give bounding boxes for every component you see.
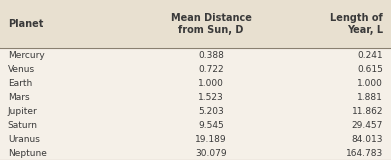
- Text: Saturn: Saturn: [8, 120, 38, 129]
- Text: 0.615: 0.615: [357, 64, 383, 73]
- Text: 84.013: 84.013: [352, 135, 383, 144]
- Text: Uranus: Uranus: [8, 135, 40, 144]
- Text: 1.000: 1.000: [357, 79, 383, 88]
- Text: Neptune: Neptune: [8, 148, 47, 157]
- Text: Jupiter: Jupiter: [8, 107, 38, 116]
- Text: 9.545: 9.545: [198, 120, 224, 129]
- Text: 29.457: 29.457: [352, 120, 383, 129]
- Text: Mean Distance
from Sun, D: Mean Distance from Sun, D: [171, 13, 251, 35]
- Text: 5.203: 5.203: [198, 107, 224, 116]
- Text: Planet: Planet: [8, 19, 43, 29]
- Text: Mars: Mars: [8, 92, 29, 101]
- Text: 0.722: 0.722: [198, 64, 224, 73]
- Text: Length of
Year, L: Length of Year, L: [330, 13, 383, 35]
- Bar: [0, 104, 391, 118]
- Text: 1.000: 1.000: [198, 79, 224, 88]
- Text: 19.189: 19.189: [196, 135, 227, 144]
- Text: 1.523: 1.523: [198, 92, 224, 101]
- Bar: [0, 0, 391, 48]
- Text: Mercury: Mercury: [8, 51, 45, 60]
- Text: 1.881: 1.881: [357, 92, 383, 101]
- Text: 0.388: 0.388: [198, 51, 224, 60]
- Text: 11.862: 11.862: [352, 107, 383, 116]
- Text: 30.079: 30.079: [196, 148, 227, 157]
- Bar: [0, 146, 391, 160]
- Text: 164.783: 164.783: [346, 148, 383, 157]
- Bar: [0, 90, 391, 104]
- Text: 0.241: 0.241: [357, 51, 383, 60]
- Bar: [0, 118, 391, 132]
- Bar: [0, 48, 391, 62]
- Bar: [0, 62, 391, 76]
- Text: Earth: Earth: [8, 79, 32, 88]
- Bar: [0, 132, 391, 146]
- Text: Venus: Venus: [8, 64, 35, 73]
- Bar: [0, 76, 391, 90]
